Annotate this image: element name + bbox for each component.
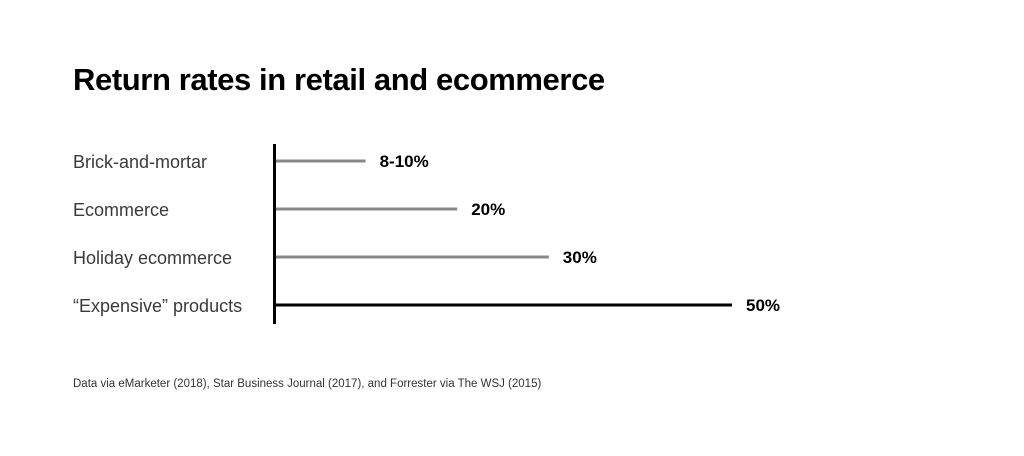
category-label: Brick-and-mortar — [73, 152, 207, 172]
chart-title: Return rates in retail and ecommerce — [73, 62, 605, 97]
bars-layer: Brick-and-mortar 8-10% Ecommerce 20% Holiday… — [73, 152, 780, 316]
category-label: Ecommerce — [73, 200, 169, 220]
source-note: Data via eMarketer (2018), Star Business… — [73, 378, 542, 390]
value-label: 30% — [563, 248, 597, 267]
value-label: 20% — [471, 200, 505, 219]
value-label: 8-10% — [380, 152, 429, 171]
category-label: “Expensive” products — [73, 296, 242, 316]
category-label: Holiday ecommerce — [73, 248, 232, 268]
value-label: 50% — [746, 296, 780, 315]
